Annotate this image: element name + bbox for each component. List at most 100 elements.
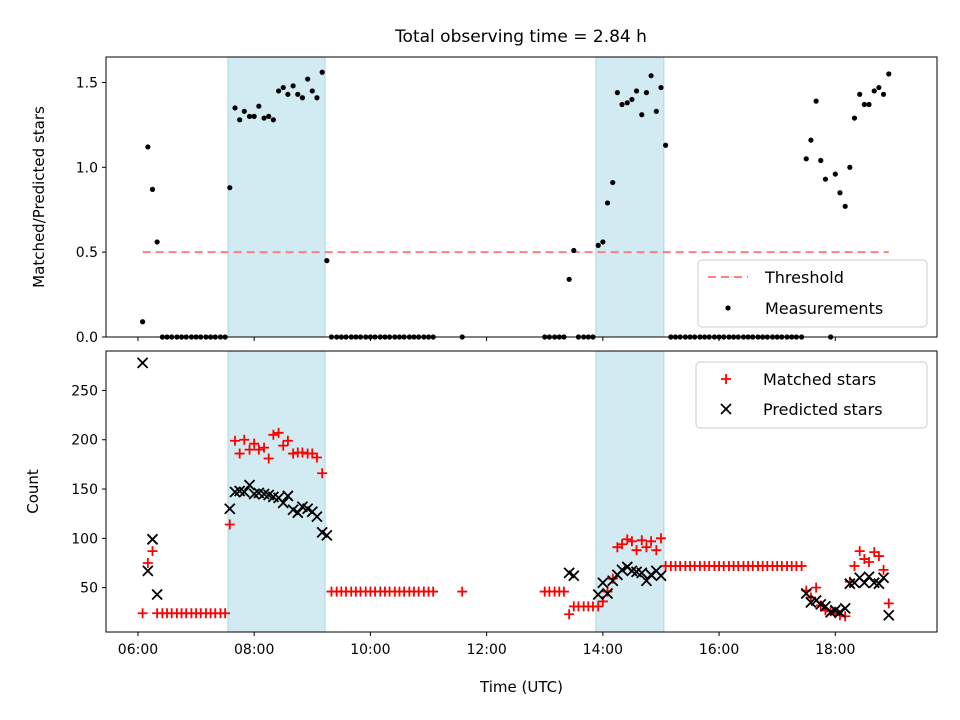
matched-star-point (593, 601, 604, 612)
predicted-star-point (592, 588, 604, 601)
shaded-interval (227, 56, 326, 338)
y-axis-label: Count (24, 469, 42, 514)
legend-matched-swatch (721, 374, 731, 384)
legend-matched-label: Matched stars (763, 370, 876, 389)
measurement-point (251, 113, 257, 119)
matched-star-point (142, 557, 153, 568)
measurement-point (639, 112, 645, 118)
axes-frame (105, 56, 938, 338)
matched-star-point (631, 545, 642, 556)
predicted-star-point (142, 565, 154, 577)
predicted-star-point (839, 602, 851, 614)
measurement-point (232, 105, 238, 111)
measurement-point (227, 185, 233, 191)
measurement-point (280, 84, 286, 91)
measurement-point (663, 142, 669, 148)
predicted-star-point (616, 564, 628, 576)
measurement-point (275, 88, 282, 94)
legend-predicted-label: Predicted stars (763, 400, 883, 419)
measurement-point (610, 179, 616, 186)
measurement-point (653, 108, 659, 114)
measurement-point (822, 176, 829, 182)
measurement-point (886, 71, 892, 77)
matched-star-point (796, 560, 807, 571)
predicted-star-point (636, 567, 648, 579)
matched-star-point (253, 444, 264, 455)
matched-star-point (273, 427, 284, 438)
y-tick-label: 1.5 (76, 75, 98, 91)
measurement-point (309, 88, 315, 94)
measurement-point (299, 95, 306, 101)
ratio-panel: 0.0 0.5 1.0 1.5 Matched/Predicted stars Thres… (30, 56, 938, 346)
measurement-point (648, 73, 654, 79)
measurement-point (876, 84, 882, 91)
matched-star-point (617, 539, 628, 550)
y-tick-label: 250 (71, 383, 98, 399)
measurement-point (266, 113, 272, 119)
predicted-star-point (151, 588, 163, 601)
measurement-point (600, 239, 606, 245)
measurement-point (149, 186, 156, 192)
x-tick-label: 14:00 (583, 642, 623, 658)
measurement-point (246, 113, 253, 119)
matched-star-point (224, 519, 235, 530)
x-tick-label: 12:00 (466, 642, 506, 658)
matched-star-point (641, 542, 652, 553)
predicted-star-point (568, 570, 580, 582)
matched-star-point (288, 448, 299, 459)
measurement-point (871, 88, 877, 94)
measurement-point (813, 98, 819, 104)
measurement-point (241, 108, 247, 114)
x-tick-label: 08:00 (234, 642, 274, 658)
measurement-point (604, 200, 611, 206)
measurement-point (619, 101, 625, 108)
shaded-interval (595, 56, 665, 338)
measurement-point (658, 84, 664, 91)
shaded-interval (595, 350, 665, 633)
matched-star-point (244, 444, 255, 455)
predicted-star-point (877, 572, 890, 584)
measurement-point (285, 91, 291, 97)
count-panel: 50 100 150 200 250 06:00 08:00 10:00 12:00 14:00 1… (24, 350, 938, 696)
legend-box (695, 361, 928, 429)
matched-star-point (317, 468, 328, 479)
matched-star-point (263, 453, 274, 464)
matched-star-point (564, 609, 575, 620)
y-axis-label: Matched/Predicted stars (30, 106, 48, 288)
measurement-point (314, 95, 320, 101)
matched-star-point (239, 434, 250, 445)
matched-star-point (878, 564, 889, 575)
predicted-star-point (597, 577, 609, 589)
matched-star-point (311, 452, 322, 463)
measurement-point (237, 117, 243, 123)
predicted-star-point (321, 529, 333, 542)
measurement-point (633, 88, 640, 94)
matched-star-point (854, 546, 865, 557)
legend-measurement-label: Measurements (765, 299, 883, 318)
matched-star-point (811, 582, 822, 593)
y-tick-label: 0.0 (76, 330, 98, 346)
measurement-point (261, 115, 267, 121)
measurement-point (319, 69, 325, 75)
y-tick-label: 150 (71, 482, 98, 498)
matched-star-point (230, 435, 241, 446)
matched-star-point (259, 442, 270, 453)
measurement-point (818, 157, 824, 164)
predicted-star-point (136, 357, 149, 369)
measurement-point (595, 242, 601, 248)
measurement-point (295, 91, 301, 97)
matched-star-point (840, 611, 851, 622)
measurement-point (851, 115, 858, 121)
matched-star-point (137, 608, 148, 619)
measurement-point (803, 156, 809, 162)
matched-star-point (602, 586, 613, 597)
x-tick-label: 06:00 (118, 642, 158, 658)
matched-star-point (651, 545, 662, 556)
measurement-point (140, 319, 146, 325)
matched-star-point (457, 586, 468, 597)
measurement-point (571, 247, 577, 254)
measurement-point (643, 90, 650, 96)
y-tick-label: 200 (71, 433, 98, 449)
matched-star-point (428, 586, 439, 597)
matched-star-point (636, 535, 647, 546)
